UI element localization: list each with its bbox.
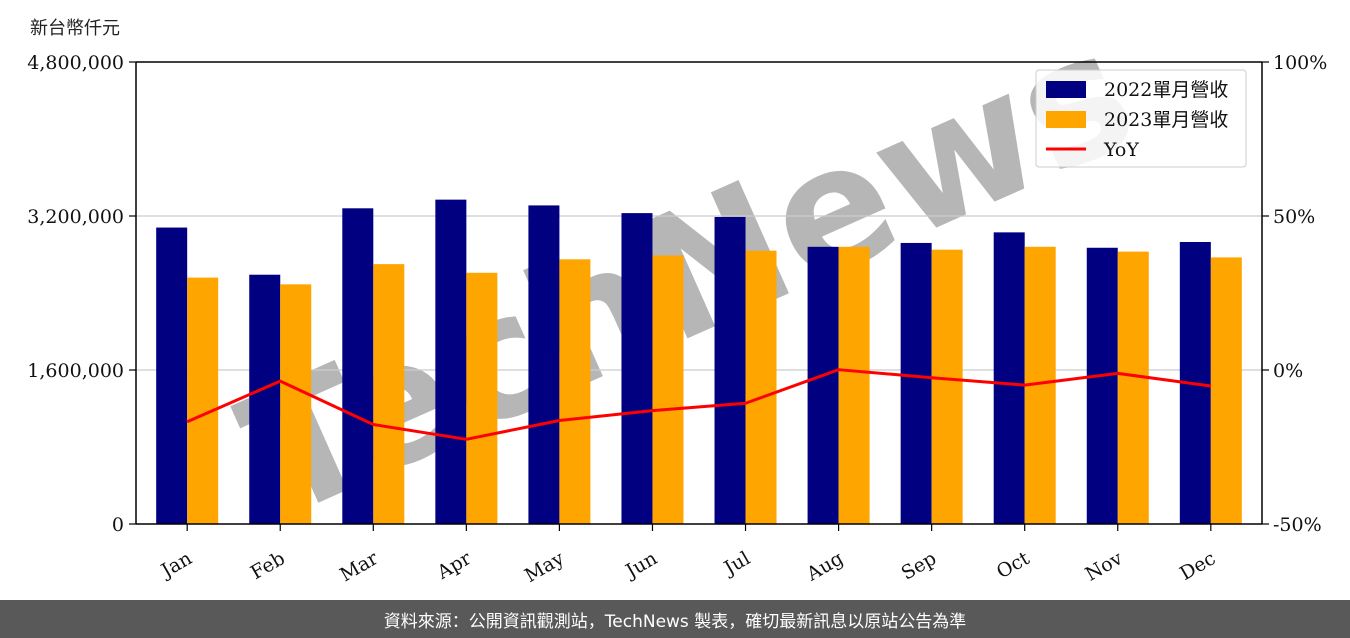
x-tick-label-aug: Aug (802, 547, 847, 586)
right-tick-label: 50% (1273, 206, 1315, 228)
bar-2023-nov (1117, 251, 1149, 525)
left-tick-label: 4,800,000 (27, 52, 124, 74)
left-tick-label: 3,200,000 (27, 206, 124, 228)
legend-label-1: 2023單月營收 (1104, 109, 1228, 131)
x-tick-label-jan: Jan (156, 547, 196, 583)
bar-2022-sep (900, 242, 932, 524)
bar-2023-aug (838, 246, 870, 525)
bar-2022-oct (993, 232, 1025, 525)
bar-2023-jan (187, 277, 219, 524)
bar-2022-nov (1086, 247, 1118, 524)
revenue-chart: TechNews 01,600,0003,200,0004,800,000-50… (27, 0, 1327, 587)
bar-2023-jul (745, 250, 777, 524)
legend-box (1035, 69, 1247, 168)
x-tick-label-apr: Apr (433, 547, 476, 584)
bar-2023-mar (373, 264, 405, 524)
bar-2023-jun (652, 255, 684, 524)
bar-2023-feb (280, 284, 312, 524)
bar-2022-jul (714, 216, 746, 524)
yoy-line (186, 368, 1212, 441)
y-axis-unit-label: 新台幣仟元 (30, 18, 120, 39)
right-tick-label: 0% (1273, 360, 1303, 382)
x-tick-label-oct: Oct (993, 547, 1034, 583)
bar-2022-aug (807, 246, 839, 525)
x-tick-label-jul: Jul (719, 547, 754, 580)
bar-2023-apr (466, 272, 498, 524)
x-tick-label-mar: Mar (336, 547, 382, 586)
bar-2022-jun (621, 213, 653, 525)
bar-2022-mar (342, 208, 374, 525)
legend: 2022單月營收 2023單月營收 YoY (1035, 69, 1247, 168)
legend-swatch-0 (1046, 81, 1086, 98)
legend-label-0: 2022單月營收 (1104, 79, 1228, 101)
x-tick-label-may: May (521, 547, 568, 587)
x-tick-label-jun: Jun (620, 547, 661, 583)
source-footer: 資料來源：公開資訊觀測站，TechNews 製表，確切最新訊息以原站公告為準 (0, 600, 1350, 638)
x-tick-label-dec: Dec (1176, 547, 1219, 585)
bar-2023-dec (1210, 257, 1242, 524)
bar-2023-may (559, 259, 591, 524)
left-tick-label: 1,600,000 (27, 360, 124, 382)
right-tick-label: 100% (1273, 52, 1327, 74)
bar-2022-feb (249, 274, 281, 524)
footer-text: 資料來源：公開資訊觀測站，TechNews 製表，確切最新訊息以原站公告為準 (383, 611, 967, 632)
bars (156, 199, 1242, 525)
x-tick-label-nov: Nov (1082, 547, 1127, 586)
right-tick-label: -50% (1273, 514, 1322, 536)
x-tick-label-feb: Feb (247, 547, 289, 584)
x-tick-label-sep: Sep (898, 547, 941, 584)
legend-label-2: YoY (1103, 139, 1139, 161)
bar-2022-jan (156, 227, 188, 525)
legend-swatch-1 (1046, 111, 1086, 128)
left-tick-label: 0 (112, 514, 124, 536)
yoy-series-line (186, 368, 1212, 441)
bar-2022-may (528, 205, 560, 524)
bar-2022-apr (435, 199, 467, 524)
grid-lines (136, 215, 1262, 371)
bar-2023-sep (931, 249, 963, 524)
